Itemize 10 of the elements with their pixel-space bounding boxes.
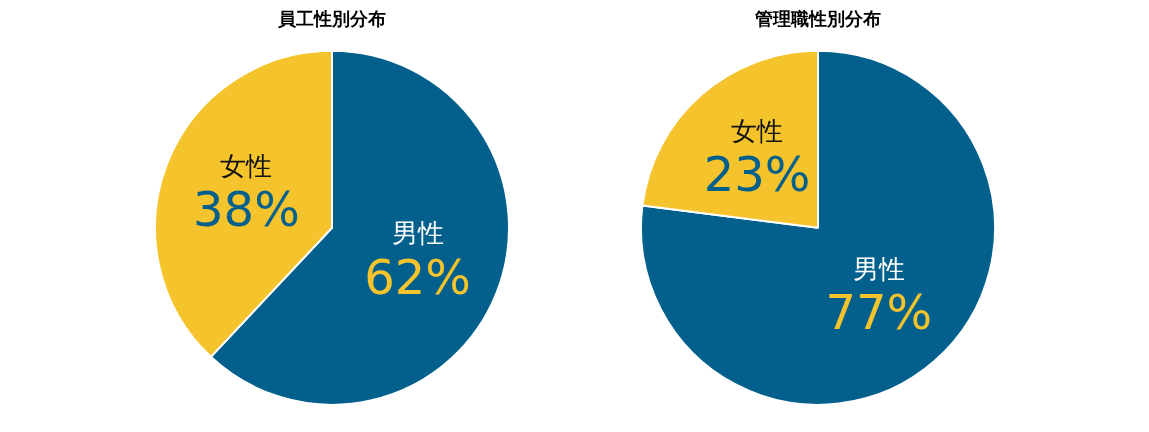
data-label: 77%	[825, 284, 933, 341]
data-label: 23%	[703, 146, 811, 203]
slice-label: 男性	[391, 218, 444, 249]
slice-label: 女性	[220, 150, 273, 181]
data-label: 62%	[364, 249, 471, 306]
chart-title: 管理職性別分布	[754, 8, 881, 30]
chart-title: 員工性別分布	[277, 8, 386, 30]
slice-label: 女性	[731, 115, 784, 146]
slice-label: 男性	[852, 253, 905, 284]
data-label: 38%	[193, 181, 300, 238]
